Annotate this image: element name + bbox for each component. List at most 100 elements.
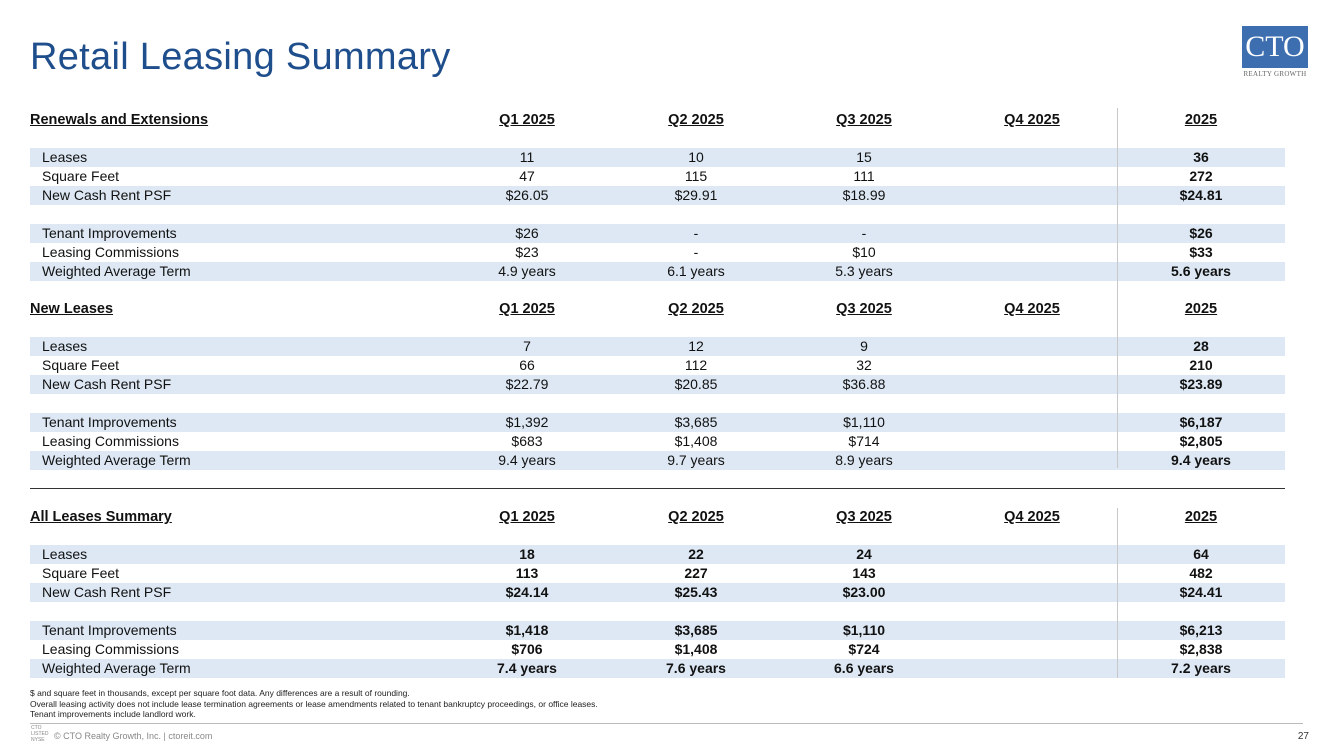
table-row: Tenant Improvements $26 - - $26 bbox=[30, 224, 1285, 243]
total-cell: 482 bbox=[1189, 565, 1213, 581]
total-cell: $24.41 bbox=[1179, 584, 1223, 600]
row-label: Leasing Commissions bbox=[42, 641, 179, 657]
table-row: Tenant Improvements $1,418 $3,685 $1,110 $6,… bbox=[30, 621, 1285, 640]
total-cell: 36 bbox=[1193, 149, 1209, 165]
total-cell: 64 bbox=[1193, 546, 1209, 562]
value-cell: 111 bbox=[853, 168, 875, 184]
table-row: Tenant Improvements $1,392 $3,685 $1,110 $6,… bbox=[30, 413, 1285, 432]
value-cell: $724 bbox=[848, 641, 880, 657]
table-row: Square Feet 66 112 32 210 bbox=[30, 356, 1285, 375]
table-row: Square Feet 47 115 111 272 bbox=[30, 167, 1285, 186]
value-cell: 7.6 years bbox=[666, 660, 726, 676]
value-cell: 7 bbox=[523, 338, 531, 354]
value-cell: 9 bbox=[860, 338, 868, 354]
row-label: New Cash Rent PSF bbox=[42, 584, 172, 600]
page-title: Retail Leasing Summary bbox=[30, 36, 451, 78]
value-cell: $3,685 bbox=[674, 414, 718, 430]
column-header: Q4 2025 bbox=[1004, 509, 1060, 525]
total-cell: 5.6 years bbox=[1171, 263, 1231, 279]
value-cell: $29.91 bbox=[674, 187, 718, 203]
column-header: Q2 2025 bbox=[668, 112, 724, 128]
value-cell: 8.9 years bbox=[835, 452, 893, 468]
row-label: Weighted Average Term bbox=[42, 660, 191, 676]
cto-logo: CTO REALTY GROWTH bbox=[1240, 26, 1310, 78]
footnote: Tenant improvements include landlord wor… bbox=[30, 709, 196, 719]
table-row: Weighted Average Term 7.4 years 7.6 years 6… bbox=[30, 659, 1285, 678]
value-cell: 143 bbox=[852, 565, 876, 581]
table-row: Leasing Commissions $23 - $10 $33 bbox=[30, 243, 1285, 262]
value-cell: 10 bbox=[688, 149, 704, 165]
value-cell: $1,408 bbox=[674, 433, 718, 449]
table-row: Leasing Commissions $706 $1,408 $724 $2,838 bbox=[30, 640, 1285, 659]
row-label: Leasing Commissions bbox=[42, 433, 179, 449]
row-label: Leases bbox=[42, 149, 88, 165]
total-cell: 7.2 years bbox=[1171, 660, 1231, 676]
column-divider bbox=[1117, 108, 1118, 468]
total-cell: 28 bbox=[1193, 338, 1209, 354]
table-row: New Cash Rent PSF $22.79 $20.85 $36.88 $23.8… bbox=[30, 375, 1285, 394]
page-number: 27 bbox=[1297, 731, 1309, 742]
column-header: 2025 bbox=[1184, 509, 1218, 525]
value-cell: 6.1 years bbox=[667, 263, 725, 279]
column-header: 2025 bbox=[1184, 301, 1218, 317]
column-header: Q1 2025 bbox=[499, 509, 555, 525]
value-cell: 66 bbox=[519, 357, 535, 373]
row-label: Tenant Improvements bbox=[42, 225, 177, 241]
value-cell: 7.4 years bbox=[497, 660, 557, 676]
value-cell: $23 bbox=[515, 244, 539, 260]
value-cell: $20.85 bbox=[674, 376, 718, 392]
value-cell: 47 bbox=[519, 168, 535, 184]
footer-divider bbox=[30, 723, 1303, 724]
value-cell: $706 bbox=[511, 641, 543, 657]
row-label: Leasing Commissions bbox=[42, 244, 179, 260]
column-header: Q3 2025 bbox=[836, 301, 892, 317]
total-cell: 272 bbox=[1189, 168, 1213, 184]
row-label: Weighted Average Term bbox=[42, 452, 191, 468]
value-cell: 22 bbox=[688, 546, 704, 562]
value-cell: 15 bbox=[856, 149, 872, 165]
value-cell: $26 bbox=[515, 225, 539, 241]
section-divider bbox=[30, 488, 1285, 489]
value-cell: 12 bbox=[688, 338, 704, 354]
value-cell: 32 bbox=[856, 357, 872, 373]
value-cell: 113 bbox=[515, 565, 539, 581]
row-label: Leases bbox=[42, 546, 88, 562]
table-row: New Cash Rent PSF $26.05 $29.91 $18.99 $24.8… bbox=[30, 186, 1285, 205]
value-cell: $1,392 bbox=[505, 414, 549, 430]
section-title: All Leases Summary bbox=[30, 509, 172, 525]
value-cell: $36.88 bbox=[842, 376, 886, 392]
value-cell: 9.7 years bbox=[667, 452, 725, 468]
total-cell: $6,213 bbox=[1179, 622, 1223, 638]
value-cell: $714 bbox=[848, 433, 880, 449]
total-cell: $26 bbox=[1189, 225, 1213, 241]
table-row: New Cash Rent PSF $24.14 $25.43 $23.00 $24.4… bbox=[30, 583, 1285, 602]
column-header: Q2 2025 bbox=[668, 509, 724, 525]
value-cell: $25.43 bbox=[674, 584, 718, 600]
total-cell: $6,187 bbox=[1179, 414, 1223, 430]
value-cell: $10 bbox=[852, 244, 876, 260]
value-cell: - bbox=[693, 244, 699, 260]
footnote: Overall leasing activity does not includ… bbox=[30, 698, 598, 709]
value-cell: 227 bbox=[684, 565, 708, 581]
value-cell: 9.4 years bbox=[498, 452, 556, 468]
row-label: New Cash Rent PSF bbox=[42, 376, 172, 392]
footnote: $ and square feet in thousands, except p… bbox=[30, 688, 410, 698]
value-cell: $22.79 bbox=[505, 376, 549, 392]
logo-mark: CTO bbox=[1242, 26, 1308, 68]
row-label: Tenant Improvements bbox=[42, 414, 177, 430]
value-cell: - bbox=[861, 225, 867, 241]
table-row: Leasing Commissions $683 $1,408 $714 $2,805 bbox=[30, 432, 1285, 451]
column-header: Q4 2025 bbox=[1004, 301, 1060, 317]
total-cell: 210 bbox=[1189, 357, 1213, 373]
value-cell: 6.6 years bbox=[834, 660, 894, 676]
value-cell: $1,110 bbox=[842, 622, 886, 638]
row-label: New Cash Rent PSF bbox=[42, 187, 172, 203]
value-cell: 112 bbox=[684, 357, 708, 373]
total-cell: $2,838 bbox=[1179, 641, 1223, 657]
column-divider bbox=[1117, 508, 1118, 678]
value-cell: $23.00 bbox=[842, 584, 886, 600]
value-cell: $24.14 bbox=[505, 584, 549, 600]
column-header: Q1 2025 bbox=[499, 301, 555, 317]
total-cell: $2,805 bbox=[1179, 433, 1223, 449]
nyse-listed-badge: CTO LISTED NYSE bbox=[31, 725, 49, 743]
